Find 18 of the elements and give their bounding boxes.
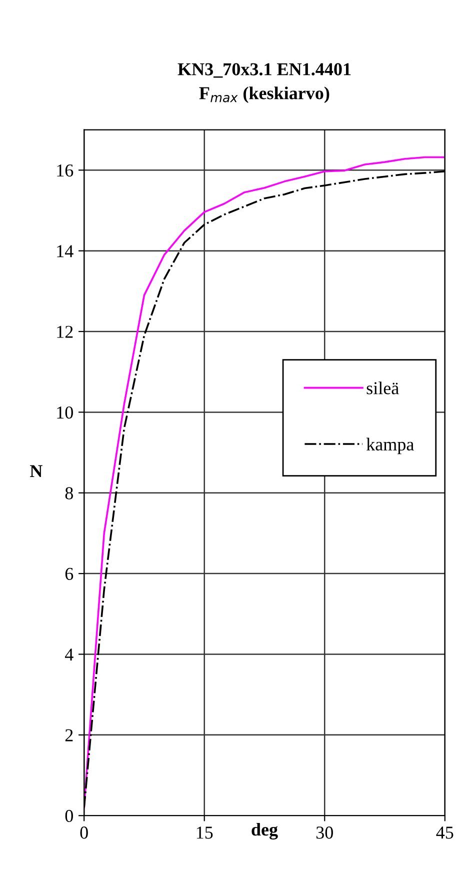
y-tick-label: 8 (65, 487, 73, 500)
x-tick-label: 0 (80, 826, 88, 839)
x-tick-label: 15 (196, 826, 213, 839)
y-tick-label: 12 (57, 326, 73, 338)
x-tick-label: 30 (316, 826, 333, 839)
y-tick-label: 10 (57, 406, 73, 419)
y-tick-label: 16 (57, 164, 74, 177)
y-tick-label: 0 (65, 810, 73, 822)
y-axis-title: N (30, 465, 42, 478)
y-tick-label: 14 (57, 245, 74, 258)
legend-label: sileä (366, 382, 399, 394)
y-tick-label: 4 (64, 648, 74, 661)
y-tick-label: 6 (65, 568, 74, 580)
x-axis-title: deg (252, 822, 278, 840)
legend-label: kampa (366, 438, 414, 454)
chart-title: KN3_70x3.1 EN1.4401 F$_{max}$ (keskiarvo) (178, 63, 351, 103)
y-tick-label: 2 (65, 729, 73, 742)
x-tick-label: 45 (436, 826, 454, 839)
